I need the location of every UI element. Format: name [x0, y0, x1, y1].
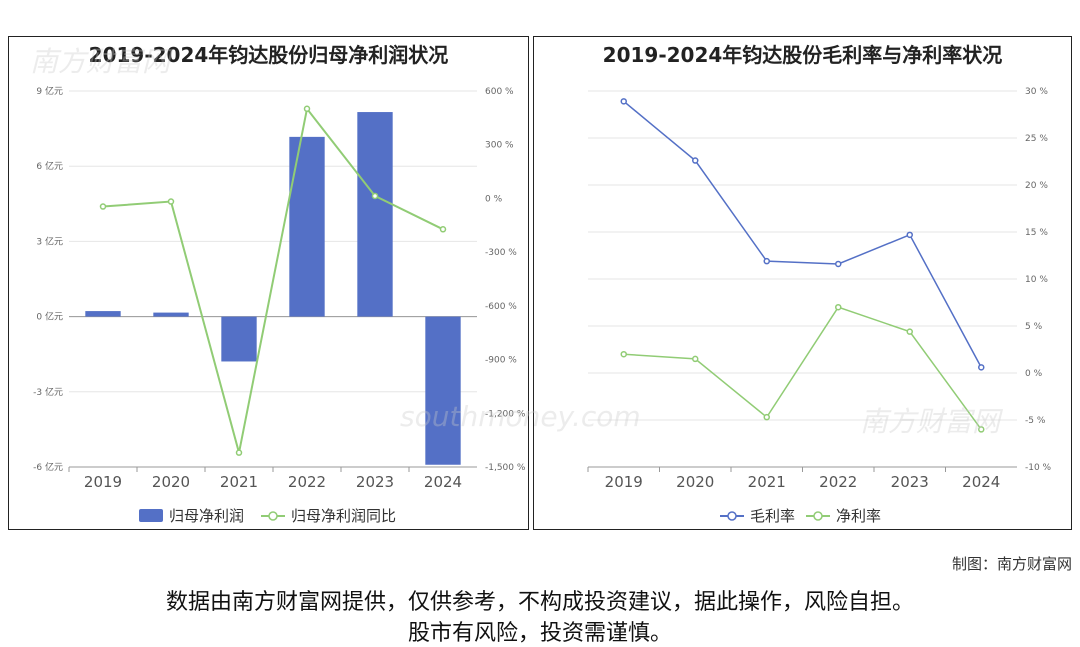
- legend-line-marker: [813, 511, 823, 521]
- y-right-tick-label: -5 %: [1025, 416, 1046, 426]
- x-tick-label: 2023: [356, 473, 394, 491]
- y-right-tick-label: -10 %: [1025, 463, 1052, 473]
- y-right-tick-label: -1,200 %: [485, 409, 526, 419]
- y-left-tick-label: 0 亿元: [36, 311, 63, 323]
- point-yoy: [235, 449, 243, 456]
- point-gross-margin: [978, 364, 985, 371]
- point-yoy: [99, 203, 107, 210]
- x-tick-label: 2024: [962, 473, 1000, 491]
- y-right-tick-label: 300 %: [485, 141, 514, 151]
- y-right-tick-label: 30 %: [1025, 87, 1048, 97]
- y-left-tick-label: -3 亿元: [33, 386, 63, 398]
- bar-net-profit: [153, 312, 189, 317]
- right-chart-title: 2019-2024年钧达股份毛利率与净利率状况: [602, 43, 1003, 67]
- point-gross-margin: [692, 157, 699, 164]
- margin-chart: 30 % 25 % 20 % 15 % 10 % 5 % 0 % -5 % -10 % 2019 2…: [587, 87, 1052, 525]
- x-tick-label: 2023: [891, 473, 929, 491]
- line-yoy: [102, 106, 444, 453]
- x-tick-label: 2022: [819, 473, 857, 491]
- legend-line-marker: [268, 511, 278, 521]
- disclaimer-line-2: 股市有风险，投资需谨慎。: [407, 621, 672, 646]
- disclaimer-line-1: 数据由南方财富网提供，仅供参考，不构成投资建议，据此操作，风险自担。: [165, 590, 914, 615]
- point-net-margin: [835, 303, 842, 311]
- point-gross-margin: [620, 98, 627, 105]
- point-gross-margin: [763, 257, 770, 265]
- point-yoy: [439, 226, 447, 233]
- line-gross-margin: [623, 100, 982, 368]
- y-left-tick-label: 3 亿元: [36, 235, 63, 247]
- y-right-tick-label: -1,500 %: [485, 463, 526, 473]
- x-tick-label: 2019: [605, 473, 643, 491]
- legend-label: 毛利率: [750, 507, 795, 525]
- y-right-tick-label: 20 %: [1025, 181, 1048, 191]
- y-left-tick-label: -6 亿元: [33, 461, 63, 473]
- bar-net-profit: [221, 316, 257, 362]
- y-right-tick-label: -600 %: [485, 302, 517, 312]
- legend-label: 净利率: [836, 507, 881, 525]
- bar-net-profit: [425, 316, 461, 465]
- y-right-tick-label: -900 %: [485, 356, 517, 366]
- y-right-tick-label: 0 %: [485, 194, 503, 204]
- bar-net-profit: [357, 112, 393, 317]
- legend-line-marker: [727, 511, 737, 521]
- x-tick-label: 2022: [288, 473, 326, 491]
- y-right-tick-label: 15 %: [1025, 228, 1048, 238]
- point-gross-margin: [906, 231, 913, 239]
- bar-net-profit: [289, 136, 325, 317]
- legend-label: 归母净利润同比: [291, 507, 396, 525]
- x-tick-label: 2021: [748, 473, 786, 491]
- left-chart-title: 2019-2024年钧达股份归母净利润状况: [88, 43, 449, 67]
- y-left-tick-label: 6 亿元: [36, 160, 63, 172]
- y-right-tick-label: 5 %: [1025, 322, 1043, 332]
- y-right-tick-label: 25 %: [1025, 134, 1048, 144]
- point-yoy: [303, 105, 311, 113]
- x-tick-label: 2021: [220, 473, 258, 491]
- x-tick-label: 2020: [152, 473, 190, 491]
- point-net-margin: [906, 328, 913, 335]
- y-right-tick-label: 600 %: [485, 87, 514, 97]
- y-right-tick-label: -300 %: [485, 248, 517, 258]
- y-left-tick-label: 9 亿元: [36, 85, 63, 97]
- y-right-tick-label: 0 %: [1025, 369, 1043, 379]
- point-net-margin: [978, 426, 985, 433]
- legend-label: 归母净利润: [169, 507, 244, 525]
- x-tick-label: 2020: [676, 473, 714, 491]
- bar-net-profit: [85, 311, 121, 317]
- point-yoy: [371, 192, 379, 200]
- x-tick-label: 2024: [424, 473, 462, 491]
- point-net-margin: [692, 355, 699, 363]
- point-net-margin: [763, 413, 770, 421]
- net-profit-chart-panel: 2019-2024年钧达股份归母净利润状况 9 亿元 6 亿元 3 亿元 0 亿元 -3…: [8, 36, 529, 530]
- chart-credit: 制图：南方财富网: [951, 555, 1072, 573]
- point-gross-margin: [835, 260, 842, 268]
- legend-bar-swatch: [139, 509, 163, 522]
- point-yoy: [167, 198, 175, 205]
- margin-chart-panel: 2019-2024年钧达股份毛利率与净利率状况 30 % 25 % 20 % 15 %…: [533, 36, 1072, 530]
- y-right-tick-label: 10 %: [1025, 275, 1048, 285]
- line-net-margin: [623, 306, 982, 430]
- x-tick-label: 2019: [84, 473, 122, 491]
- point-net-margin: [620, 350, 627, 358]
- net-profit-chart: 9 亿元 6 亿元 3 亿元 0 亿元 -3 亿元 -6 亿元 600 % 300 % 0 % -…: [33, 85, 526, 525]
